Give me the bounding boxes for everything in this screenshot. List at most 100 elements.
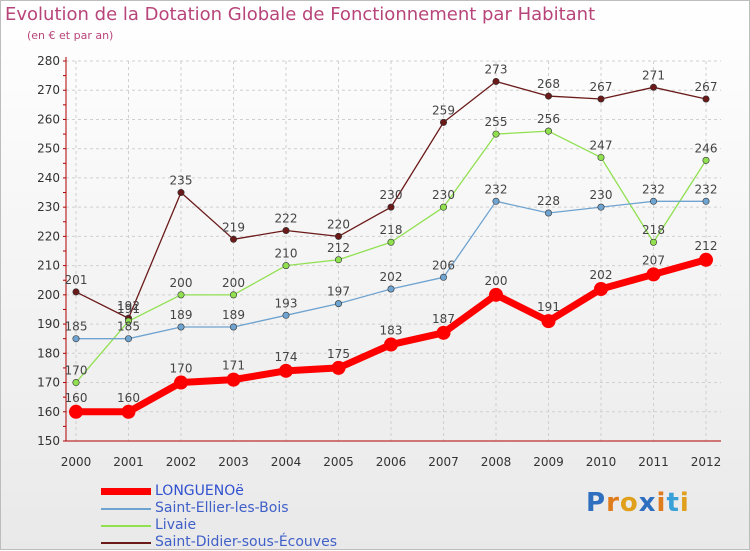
- data-label: 247: [590, 138, 613, 152]
- data-label: 232: [642, 182, 665, 196]
- data-point: [177, 189, 185, 197]
- data-point: [597, 95, 605, 103]
- data-point: [334, 232, 342, 240]
- proxiti-logo: Proxiti: [586, 488, 690, 518]
- y-tick-label: 270: [37, 83, 60, 97]
- data-point: [69, 404, 83, 419]
- x-tick-label: 2001: [113, 455, 144, 469]
- x-tick-label: 2003: [218, 455, 249, 469]
- data-label: 268: [537, 77, 560, 91]
- data-label: 210: [275, 247, 298, 261]
- data-point: [492, 130, 500, 138]
- data-point: [649, 238, 657, 246]
- data-label: 273: [485, 62, 508, 76]
- data-point: [436, 325, 451, 340]
- data-point: [121, 404, 136, 419]
- data-label: 185: [117, 320, 140, 334]
- data-label: 235: [170, 174, 193, 188]
- data-label: 201: [65, 273, 88, 287]
- data-point: [72, 335, 80, 343]
- data-label: 212: [695, 239, 718, 253]
- y-tick-label: 190: [37, 317, 60, 331]
- data-label: 202: [590, 268, 613, 282]
- data-point: [646, 267, 661, 282]
- y-tick-label: 220: [37, 229, 60, 243]
- legend-label: Livaie: [155, 517, 197, 533]
- y-tick-label: 210: [37, 259, 60, 273]
- data-point: [387, 285, 395, 293]
- data-label: 232: [695, 182, 718, 196]
- data-point: [387, 203, 395, 211]
- data-point: [439, 118, 447, 126]
- data-label: 185: [65, 320, 88, 334]
- legend-swatch: [101, 542, 151, 544]
- data-point: [230, 235, 238, 243]
- data-point: [72, 379, 80, 387]
- legend-swatch: [101, 488, 151, 495]
- data-point: [230, 291, 238, 299]
- x-tick-label: 2011: [638, 455, 669, 469]
- data-point: [541, 314, 556, 329]
- data-label: 170: [170, 362, 193, 376]
- data-label: 200: [485, 274, 508, 288]
- legend-label: Saint-Ellier-les-Bois: [155, 500, 289, 516]
- data-label: 267: [590, 80, 613, 94]
- x-tick-label: 2004: [271, 455, 302, 469]
- legend-label: Saint-Didier-sous-Écouves: [155, 534, 337, 550]
- data-point: [125, 317, 133, 325]
- data-point: [702, 197, 710, 205]
- legend-swatch: [101, 525, 151, 527]
- data-label: 218: [642, 223, 665, 237]
- data-point: [334, 300, 342, 308]
- data-point: [125, 335, 133, 343]
- data-label: 200: [222, 276, 245, 290]
- data-label: 202: [380, 270, 403, 284]
- data-point: [439, 203, 447, 211]
- y-tick-label: 160: [37, 405, 60, 419]
- data-point: [387, 238, 395, 246]
- y-tick-label: 260: [37, 112, 60, 126]
- data-label: 192: [117, 299, 140, 313]
- x-tick-label: 2006: [376, 455, 407, 469]
- logo-letter: r: [606, 488, 620, 518]
- data-label: 197: [327, 285, 350, 299]
- y-tick-label: 240: [37, 171, 60, 185]
- x-tick-label: 2012: [691, 455, 722, 469]
- data-point: [279, 363, 293, 378]
- data-label: 189: [170, 308, 193, 322]
- data-label: 230: [380, 188, 403, 202]
- data-label: 200: [170, 276, 193, 290]
- data-point: [699, 252, 713, 267]
- data-label: 219: [222, 220, 245, 234]
- x-tick-label: 2010: [586, 455, 617, 469]
- data-label: 189: [222, 308, 245, 322]
- data-point: [226, 372, 241, 387]
- data-point: [384, 337, 398, 352]
- logo-letter: i: [656, 488, 667, 518]
- data-point: [282, 311, 290, 319]
- data-label: 230: [432, 188, 455, 202]
- data-label: 256: [537, 112, 560, 126]
- data-point: [649, 197, 657, 205]
- data-label: 193: [275, 296, 298, 310]
- logo-letter: P: [586, 488, 607, 518]
- data-point: [649, 83, 657, 91]
- data-label: 174: [275, 350, 298, 364]
- data-point: [544, 92, 552, 100]
- data-point: [177, 291, 185, 299]
- data-label: 267: [695, 80, 718, 94]
- data-point: [492, 197, 500, 205]
- data-label: 191: [537, 300, 560, 314]
- legend-swatch: [101, 508, 151, 510]
- x-tick-label: 2007: [428, 455, 459, 469]
- x-tick-label: 2009: [533, 455, 564, 469]
- data-label: 220: [327, 217, 350, 231]
- data-label: 212: [327, 241, 350, 255]
- logo-letter: x: [638, 488, 657, 518]
- data-label: 255: [485, 115, 508, 129]
- data-point: [282, 262, 290, 270]
- data-label: 170: [65, 364, 88, 378]
- data-point: [594, 282, 608, 296]
- data-label: 191: [117, 302, 140, 316]
